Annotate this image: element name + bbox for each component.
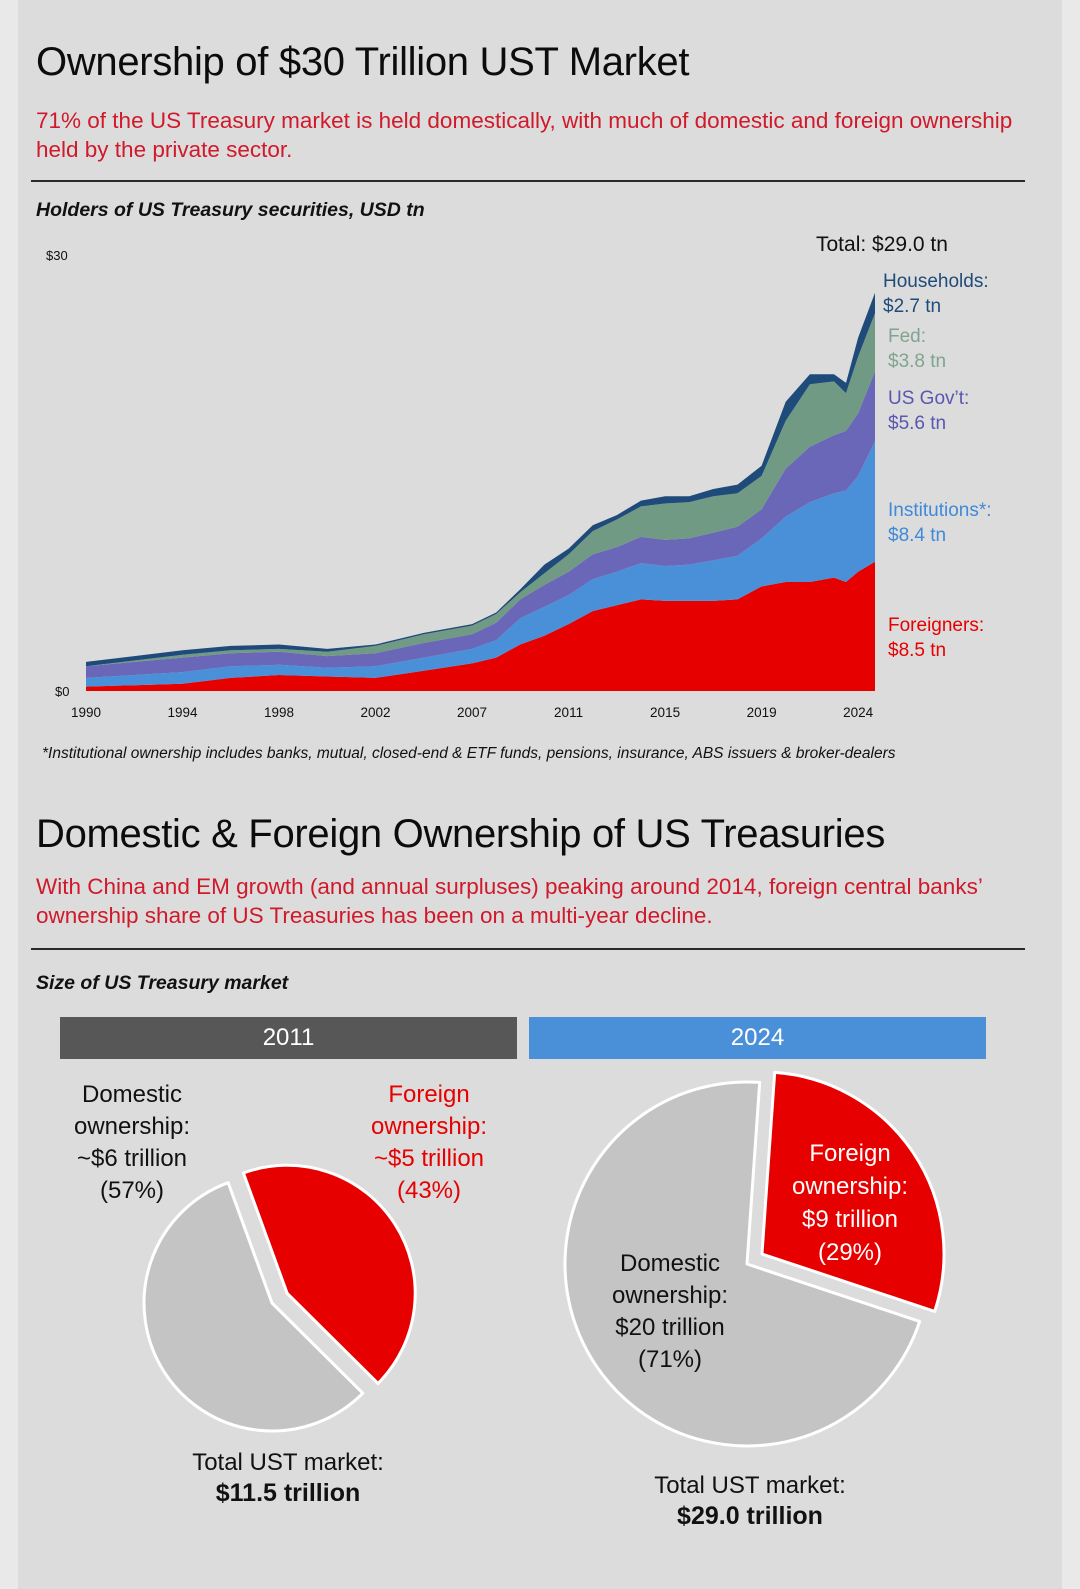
pie-slice-domestic-2011: [142, 1181, 365, 1433]
x-tick-label: 2019: [747, 705, 777, 720]
pie-slice-foreign-2011: [241, 1163, 417, 1385]
section1-title: Ownership of $30 Trillion UST Market: [36, 40, 690, 84]
pie-label-foreign-2024: (29%): [818, 1239, 882, 1266]
pie-label-foreign-2024: ownership:: [792, 1173, 908, 1200]
series-value-households: $2.7 tn: [883, 296, 941, 317]
x-tick-label: 2011: [554, 705, 583, 720]
pie-total-label-2011: Total UST market:: [192, 1449, 384, 1476]
x-tick-label: 2015: [650, 705, 680, 720]
total-label: Total: $29.0 tn: [816, 233, 948, 256]
x-tick-label: 1998: [264, 705, 294, 720]
x-tick-label: 2002: [361, 705, 391, 720]
pie-slice-domestic-2024: [563, 1080, 922, 1448]
footnote: *Institutional ownership includes banks,…: [42, 745, 896, 762]
series-value-usgov: $5.6 tn: [888, 413, 946, 434]
area-chart-title: Holders of US Treasury securities, USD t…: [36, 199, 425, 221]
pie-label-domestic-2024: Domestic: [620, 1250, 720, 1277]
pie-label-foreign-2011: (43%): [397, 1177, 461, 1204]
series-value-foreigners: $8.5 tn: [888, 640, 946, 661]
series-value-institutions: $8.4 tn: [888, 525, 946, 546]
pie-label-foreign-2024: $9 trillion: [802, 1206, 898, 1233]
pie-total-value-2011: $11.5 trillion: [216, 1479, 361, 1507]
year-header-2024: 2024: [529, 1017, 986, 1059]
pie-charts: Domestic ownership: ~$6 trillion (57%) Forei…: [74, 1070, 946, 1530]
pie-label-foreign-2011: ownership:: [371, 1113, 487, 1140]
pie-label-domestic-2011: ~$6 trillion: [77, 1145, 187, 1172]
pie-label-domestic-2011: (57%): [100, 1177, 164, 1204]
pie-label-foreign-2011: Foreign: [388, 1081, 469, 1108]
pie-label-domestic-2024: $20 trillion: [615, 1314, 724, 1341]
area-chart: $0 $30 1990 1994 1998 2002 2007 2011 2015 2019 202…: [46, 233, 992, 720]
section2-divider: [31, 948, 1025, 950]
pie-total-label-2024: Total UST market:: [654, 1472, 846, 1499]
pie-slice-foreign-2024: [760, 1070, 946, 1313]
pie-label-domestic-2011: Domestic: [82, 1081, 182, 1108]
area-series-institutions: [86, 441, 875, 687]
x-tick-label: 2024: [843, 705, 874, 720]
pie-label-domestic-2011: ownership:: [74, 1113, 190, 1140]
pie-label-foreign-2024: Foreign: [809, 1140, 890, 1167]
year-header-2011: 2011: [60, 1017, 517, 1059]
series-value-fed: $3.8 tn: [888, 351, 946, 372]
x-tick-label: 2007: [457, 705, 487, 720]
section1-divider: [31, 180, 1025, 182]
section2-title: Domestic & Foreign Ownership of US Treas…: [36, 812, 886, 856]
series-label-institutions: Institutions*:: [888, 500, 992, 521]
pie-label-domestic-2024: ownership:: [612, 1282, 728, 1309]
pie-label-domestic-2024: (71%): [638, 1346, 702, 1373]
pie-label-foreign-2011: ~$5 trillion: [374, 1145, 484, 1172]
pie-charts-title: Size of US Treasury market: [36, 972, 289, 994]
area-series-foreigners: [86, 561, 875, 691]
section1-subtitle: 71% of the US Treasury market is held do…: [36, 108, 1013, 162]
year-label-2024: 2024: [730, 1024, 785, 1051]
year-label-2011: 2011: [262, 1024, 315, 1051]
series-label-households: Households:: [883, 271, 989, 292]
x-tick-label: 1990: [71, 705, 101, 720]
x-tick-label: 1994: [167, 705, 198, 720]
y-tick-label: $30: [46, 248, 68, 263]
section2-subtitle: With China and EM growth (and annual sur…: [36, 874, 982, 928]
series-label-usgov: US Gov’t:: [888, 388, 969, 409]
pie-total-value-2024: $29.0 trillion: [677, 1502, 823, 1530]
y-tick-label: $0: [55, 684, 69, 699]
series-label-fed: Fed:: [888, 326, 926, 347]
series-label-foreigners: Foreigners:: [888, 615, 984, 636]
